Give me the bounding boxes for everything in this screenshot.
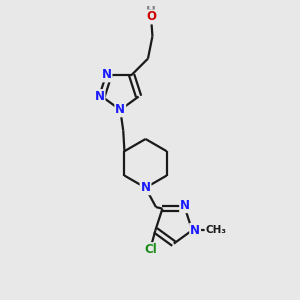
Text: N: N [180,199,190,212]
Text: N: N [101,68,112,81]
Text: O: O [146,11,156,23]
Text: N: N [140,181,151,194]
Text: N: N [115,103,125,116]
Text: H: H [146,4,156,17]
Text: N: N [190,224,200,237]
Text: Cl: Cl [145,243,157,256]
Text: N: N [94,90,104,103]
Text: CH₃: CH₃ [206,225,226,235]
